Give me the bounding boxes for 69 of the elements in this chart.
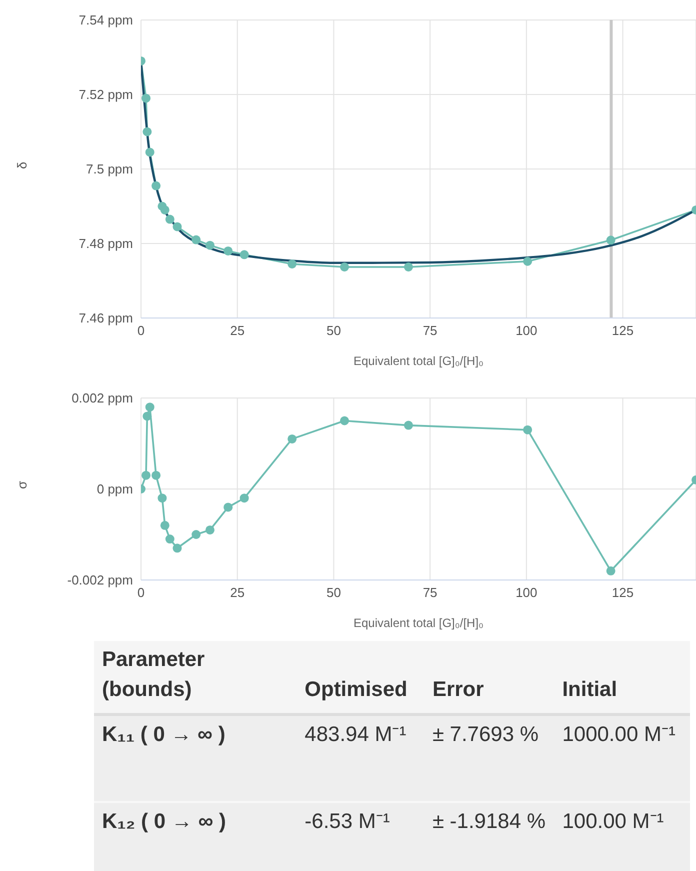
text: 100.00 M⁻¹	[562, 809, 665, 835]
text: K₁₁ ( 0 → ∞ )	[102, 722, 226, 748]
point	[240, 494, 249, 503]
point	[142, 412, 152, 421]
point	[152, 181, 161, 190]
x-tick-label: 125	[612, 585, 634, 600]
y-tick-label: 0 ppm	[96, 482, 133, 497]
y-tick-label: 7.5 ppm	[86, 162, 133, 177]
point	[142, 470, 151, 480]
y-tick-label: 0.002 ppm	[72, 390, 133, 406]
point	[340, 262, 349, 272]
text: Parameter (bounds)	[102, 647, 206, 703]
point	[340, 416, 349, 426]
point	[606, 566, 616, 576]
point	[165, 214, 174, 224]
point	[240, 250, 249, 260]
point	[172, 544, 182, 553]
point	[145, 402, 154, 412]
point	[172, 222, 182, 232]
text: Optimised	[304, 677, 408, 703]
point	[523, 425, 532, 434]
point	[224, 502, 233, 512]
x-tick-label: 50	[326, 585, 341, 600]
point	[288, 434, 297, 444]
point	[142, 94, 151, 103]
point	[404, 420, 413, 430]
x-tick-label: 75	[422, 323, 438, 338]
text: Initial	[562, 677, 618, 703]
x-tick-label: 100	[516, 585, 538, 600]
point	[224, 246, 233, 256]
point	[142, 127, 152, 136]
text: ± -1.9184 %	[432, 809, 547, 835]
x-axis-title: Equivalent total [G]₀/[H]₀	[353, 616, 484, 630]
x-tick-label: 75	[422, 585, 438, 600]
point	[205, 525, 214, 534]
x-tick-label: 25	[230, 323, 245, 338]
point	[523, 256, 532, 266]
text: 1000.00 M⁻¹	[562, 722, 676, 748]
point	[404, 262, 413, 272]
x-tick-label: 125	[612, 323, 634, 338]
point	[205, 240, 214, 250]
y-tick-label: 7.48 ppm	[78, 236, 133, 252]
point	[165, 534, 174, 544]
y-tick-label: 7.54 ppm	[78, 12, 133, 28]
x-tick-label: 100	[516, 323, 538, 338]
x-tick-label: 50	[326, 323, 341, 338]
point	[606, 236, 616, 245]
point	[160, 205, 170, 214]
y-tick-label: -0.002 ppm	[67, 572, 133, 588]
point	[160, 520, 170, 530]
y-tick-label: 7.46 ppm	[78, 310, 133, 326]
text: 483.94 M⁻¹	[304, 722, 408, 748]
y-axis-title: σ	[14, 480, 30, 489]
point	[158, 494, 167, 503]
y-tick-label: 7.52 ppm	[78, 87, 133, 102]
text: Error	[432, 677, 485, 703]
x-axis-title: Equivalent total [G]₀/[H]₀	[353, 354, 484, 368]
text: K₁₂ ( 0 → ∞ )	[102, 809, 227, 835]
x-tick-label: 0	[137, 585, 145, 600]
point	[152, 470, 161, 480]
point	[145, 148, 154, 157]
point	[288, 259, 297, 268]
text: -6.53 M⁻¹	[304, 809, 391, 835]
y-axis-title: δ	[14, 162, 30, 169]
text: ± 7.7693 %	[432, 722, 540, 748]
x-tick-label: 0	[137, 323, 145, 338]
point	[192, 530, 201, 539]
x-tick-label: 25	[230, 585, 245, 600]
point	[192, 235, 201, 244]
